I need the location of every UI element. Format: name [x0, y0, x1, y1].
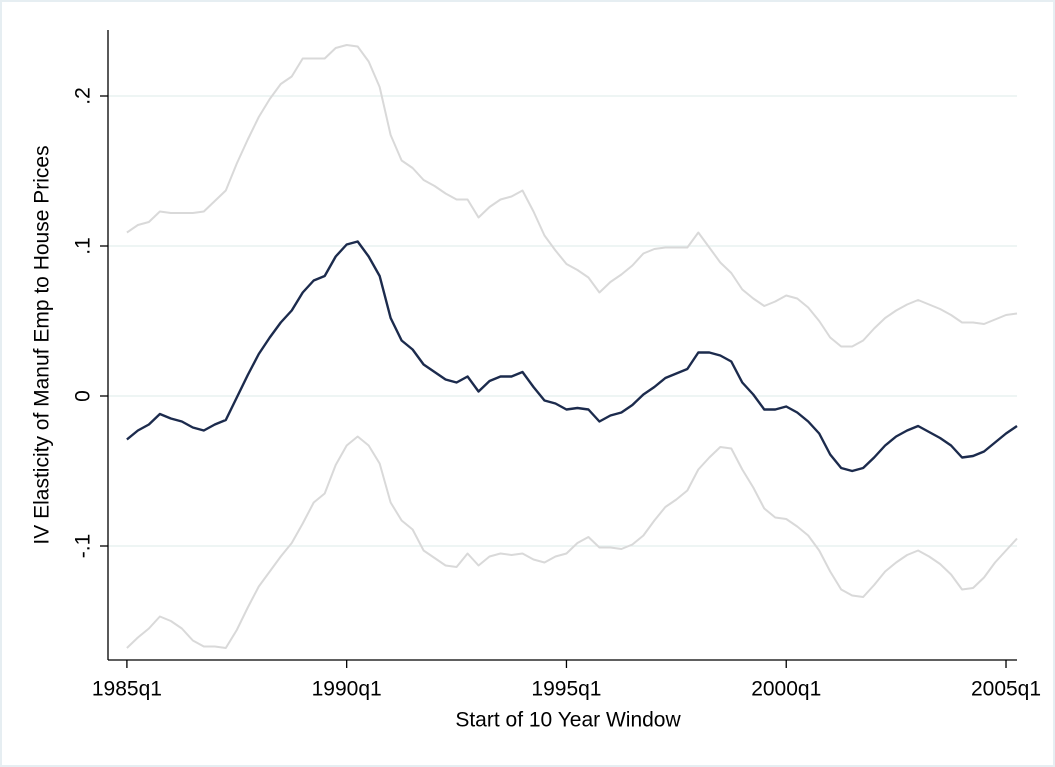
- y-tick-label: .1: [72, 237, 95, 255]
- grid: [108, 95, 1017, 547]
- lines: [126, 44, 1018, 649]
- y-tick-label: -.1: [72, 534, 95, 559]
- y-tick-label: 0: [72, 390, 95, 402]
- y-axis-title: IV Elasticity of Manuf Emp to House Pric…: [31, 145, 54, 544]
- series-line: [126, 44, 1018, 348]
- x-tick-label: 1985q1: [92, 678, 162, 701]
- series-line: [126, 435, 1018, 649]
- x-tick-label: 1990q1: [312, 678, 382, 701]
- x-axis-title: Start of 10 Year Window: [455, 709, 681, 732]
- x-tick-label: 2000q1: [751, 678, 821, 701]
- y-tick-label: .2: [72, 87, 95, 105]
- x-tick-label: 2005q1: [971, 678, 1041, 701]
- series-line: [126, 240, 1018, 473]
- x-tick-label: 1995q1: [531, 678, 601, 701]
